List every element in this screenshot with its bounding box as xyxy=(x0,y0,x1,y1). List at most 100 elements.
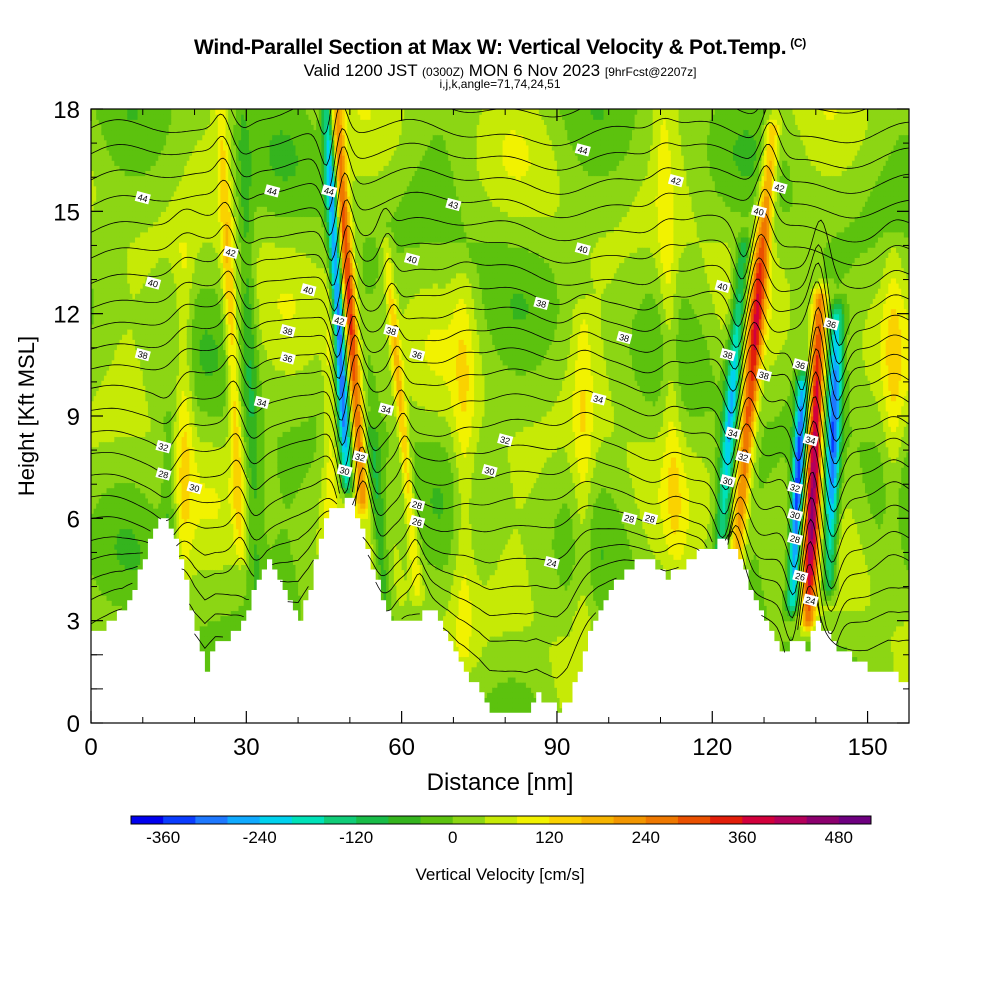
velocity-cell xyxy=(96,109,100,115)
velocity-cell xyxy=(135,436,139,443)
velocity-cell xyxy=(98,390,102,397)
velocity-cell xyxy=(145,236,149,243)
velocity-cell xyxy=(109,456,113,463)
velocity-cell xyxy=(111,502,115,509)
velocity-cell xyxy=(124,119,128,125)
velocity-cell xyxy=(129,554,134,560)
velocity-cell xyxy=(106,349,110,356)
velocity-cell xyxy=(114,129,118,136)
velocity-cell xyxy=(106,595,110,601)
velocity-cell xyxy=(109,589,113,596)
velocity-cell xyxy=(140,508,144,514)
velocity-cell xyxy=(111,257,115,264)
velocity-cell xyxy=(145,554,149,560)
velocity-cell xyxy=(137,226,141,233)
velocity-cell xyxy=(122,538,126,545)
velocity-cell xyxy=(114,436,118,443)
velocity-cell xyxy=(132,114,136,120)
velocity-cell xyxy=(114,375,118,381)
velocity-cell xyxy=(150,456,154,463)
velocity-cell xyxy=(96,134,100,141)
velocity-cell xyxy=(129,385,134,392)
velocity-cell xyxy=(147,492,152,499)
velocity-cell xyxy=(127,134,131,141)
velocity-cell xyxy=(129,170,134,177)
velocity-cell xyxy=(109,282,113,289)
velocity-cell xyxy=(127,242,131,248)
velocity-cell xyxy=(129,492,134,499)
velocity-cell xyxy=(150,303,154,310)
velocity-cell xyxy=(91,262,95,269)
velocity-cell xyxy=(150,236,154,243)
velocity-cell xyxy=(116,487,121,494)
velocity-cell xyxy=(98,165,102,171)
velocity-cell xyxy=(129,165,134,171)
velocity-cell xyxy=(98,195,102,202)
velocity-cell xyxy=(114,323,118,330)
velocity-cell xyxy=(98,318,102,325)
velocity-cell xyxy=(127,323,131,330)
velocity-cell xyxy=(96,380,100,386)
velocity-cell xyxy=(129,589,134,596)
velocity-cell xyxy=(145,298,149,305)
velocity-cell xyxy=(93,431,97,438)
velocity-cell xyxy=(142,446,146,453)
velocity-cell xyxy=(96,211,100,218)
velocity-cell xyxy=(122,221,126,228)
velocity-cell xyxy=(96,231,100,238)
velocity-cell xyxy=(106,564,110,571)
velocity-cell xyxy=(140,155,144,161)
velocity-cell xyxy=(116,502,121,509)
velocity-cell xyxy=(147,487,152,494)
velocity-cell xyxy=(101,216,105,223)
velocity-cell xyxy=(140,385,144,392)
velocity-cell xyxy=(127,185,131,192)
velocity-cell xyxy=(91,277,95,284)
velocity-cell xyxy=(129,456,134,463)
velocity-cell xyxy=(98,160,102,166)
velocity-cell xyxy=(119,523,123,530)
velocity-cell xyxy=(114,119,118,125)
velocity-cell xyxy=(124,487,128,494)
velocity-cell xyxy=(101,344,105,351)
velocity-cell xyxy=(129,329,134,335)
velocity-cell xyxy=(96,180,100,187)
velocity-cell xyxy=(106,329,110,335)
velocity-cell xyxy=(140,426,144,432)
velocity-cell xyxy=(137,323,141,330)
velocity-cell xyxy=(129,533,134,540)
velocity-cell xyxy=(142,114,146,120)
velocity-cell xyxy=(96,610,100,617)
velocity-cell xyxy=(106,554,110,560)
velocity-cell xyxy=(135,492,139,499)
velocity-cell xyxy=(109,170,113,177)
velocity-cell xyxy=(129,277,134,284)
velocity-cell xyxy=(106,195,110,202)
velocity-cell xyxy=(145,109,149,115)
velocity-cell xyxy=(91,574,95,581)
velocity-cell xyxy=(114,523,118,530)
velocity-cell xyxy=(140,242,144,248)
velocity-cell xyxy=(132,323,136,330)
velocity-cell xyxy=(145,288,149,294)
velocity-cell xyxy=(111,574,115,581)
velocity-cell xyxy=(129,180,134,187)
velocity-cell xyxy=(116,523,121,530)
velocity-cell xyxy=(103,426,108,432)
velocity-cell xyxy=(127,155,131,161)
velocity-cell xyxy=(145,180,149,187)
velocity-cell xyxy=(124,359,128,366)
velocity-cell xyxy=(98,242,102,248)
velocity-cell xyxy=(98,109,102,115)
velocity-cell xyxy=(114,487,118,494)
velocity-cell xyxy=(137,564,141,571)
velocity-cell xyxy=(127,165,131,171)
velocity-cell xyxy=(114,615,118,622)
velocity-cell xyxy=(98,584,102,591)
velocity-cell xyxy=(111,288,115,294)
velocity-cell xyxy=(111,554,115,560)
velocity-cell xyxy=(150,180,154,187)
velocity-cell xyxy=(111,395,115,402)
valid-time: Valid 1200 JST xyxy=(304,61,418,80)
velocity-cell xyxy=(106,441,110,448)
